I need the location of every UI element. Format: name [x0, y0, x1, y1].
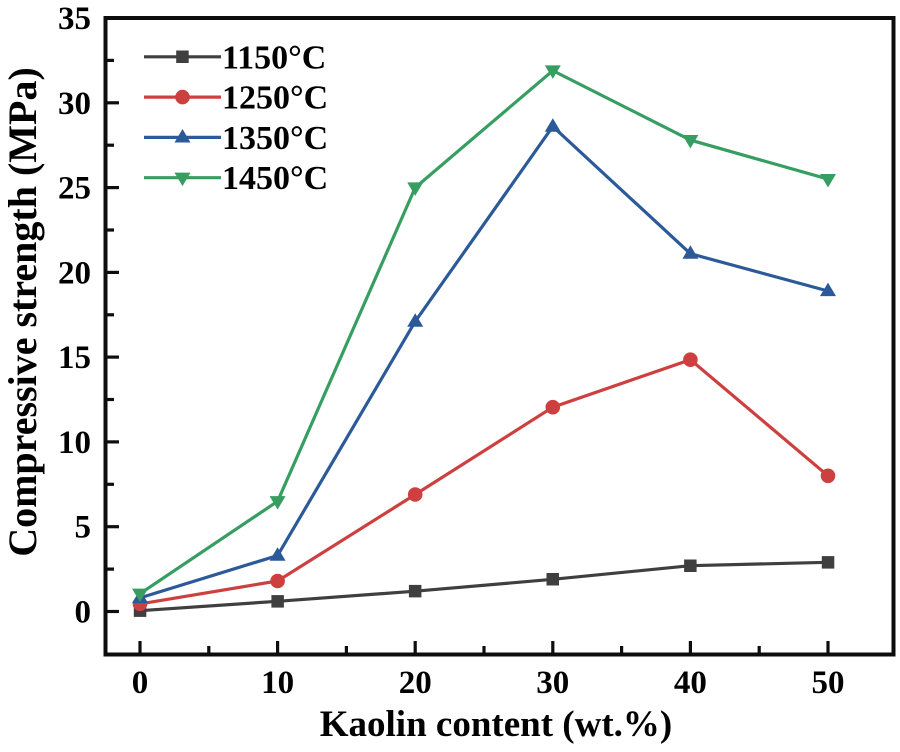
svg-text:0: 0 — [132, 665, 149, 701]
svg-text:1150°C: 1150°C — [222, 39, 326, 76]
svg-text:30: 30 — [536, 665, 569, 701]
svg-text:Compressive strength (MPa): Compressive strength (MPa) — [0, 67, 45, 557]
svg-text:50: 50 — [812, 665, 845, 701]
svg-text:5: 5 — [75, 510, 92, 546]
svg-text:1450°C: 1450°C — [222, 160, 328, 197]
svg-text:25: 25 — [58, 171, 91, 207]
svg-text:20: 20 — [399, 665, 432, 701]
svg-text:20: 20 — [58, 255, 91, 291]
svg-text:0: 0 — [75, 595, 92, 631]
svg-text:1250°C: 1250°C — [222, 80, 328, 117]
svg-text:10: 10 — [261, 665, 294, 701]
svg-text:30: 30 — [58, 86, 91, 122]
svg-text:1350°C: 1350°C — [222, 120, 328, 157]
svg-text:35: 35 — [58, 1, 91, 37]
svg-text:40: 40 — [674, 665, 707, 701]
svg-text:Kaolin content (wt.%): Kaolin content (wt.%) — [320, 704, 673, 745]
svg-text:15: 15 — [58, 340, 91, 376]
svg-text:10: 10 — [58, 425, 91, 461]
